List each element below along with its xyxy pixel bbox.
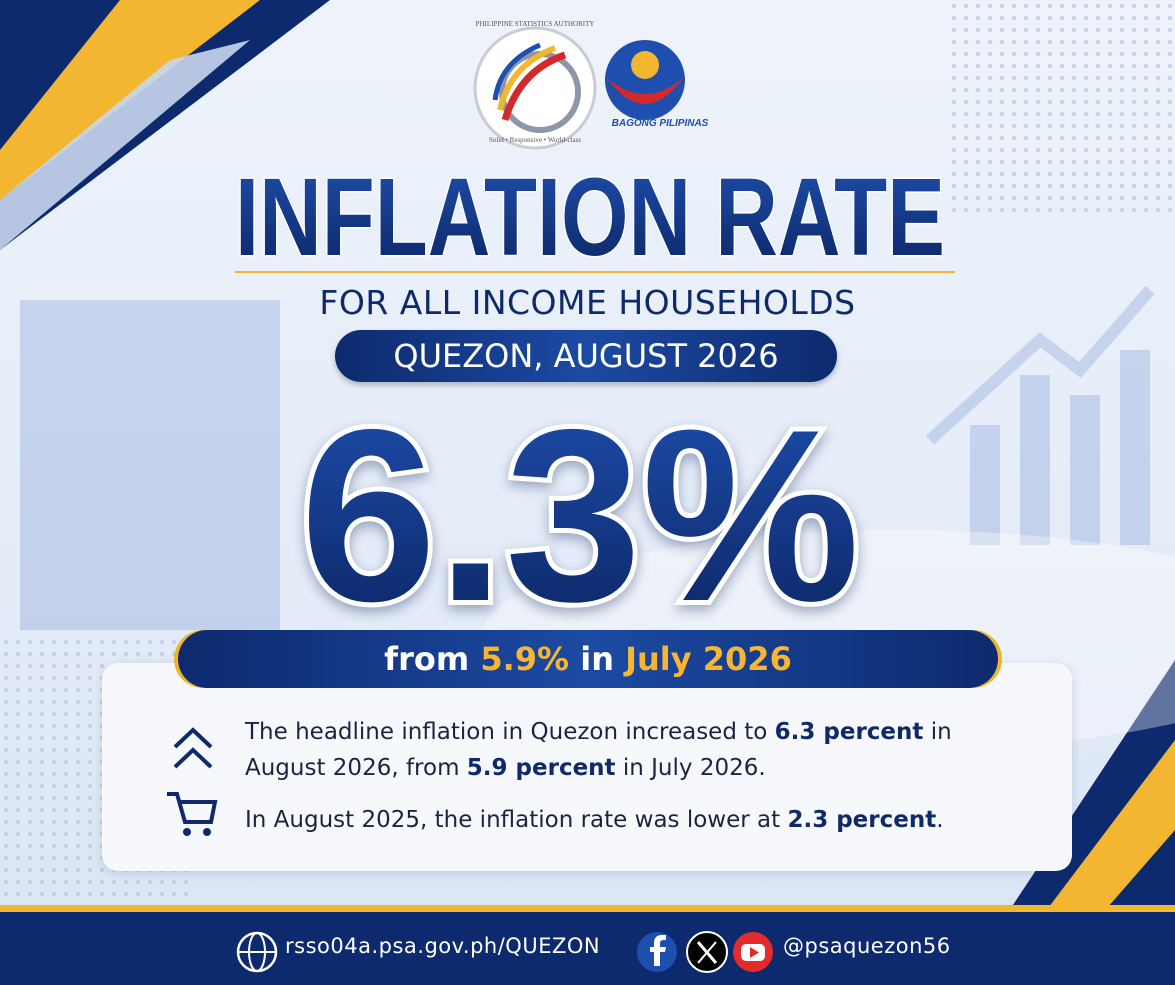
previous-value: 5.9% (480, 640, 570, 678)
previous-period: July 2026 (625, 640, 792, 678)
text: in August 2026, from (245, 719, 952, 781)
text: from (384, 640, 481, 678)
subtitle: FOR ALL INCOME HOUSEHOLDS (319, 283, 856, 322)
bagong-logo-text: BAGONG PILIPINAS (612, 118, 709, 129)
headline-value: 6.3% (300, 378, 860, 652)
social-handle: @psaquezon56 (783, 934, 951, 958)
note-icons (167, 727, 218, 836)
footer-icons (236, 931, 773, 973)
title: INFLATION RATE (235, 156, 945, 279)
note: The headline inflation in Quezon increas… (245, 714, 1005, 786)
comparison-banner: from 5.9% in July 2026 (178, 630, 998, 688)
emphasis: 5.9 percent (466, 755, 616, 781)
text: in July 2026. (615, 755, 766, 781)
website: rsso04a.psa.gov.ph/QUEZON (285, 934, 601, 958)
text: in (569, 640, 626, 678)
text: The headline inflation in Quezon increas… (245, 719, 775, 745)
text: In August 2025, the inflation rate was l… (245, 807, 788, 833)
notes-panel (102, 663, 1072, 871)
psa-logo-name: PHILIPPINE STATISTICS AUTHORITY (476, 20, 595, 28)
note: In August 2025, the inflation rate was l… (245, 802, 1005, 838)
psa-logo-motto: Solid • Responsive • World-class (489, 136, 581, 144)
location-badge: QUEZON, AUGUST 2026 (335, 330, 837, 382)
text: . (936, 807, 944, 833)
emphasis: 6.3 percent (774, 719, 924, 745)
emphasis: 2.3 percent (787, 807, 937, 833)
